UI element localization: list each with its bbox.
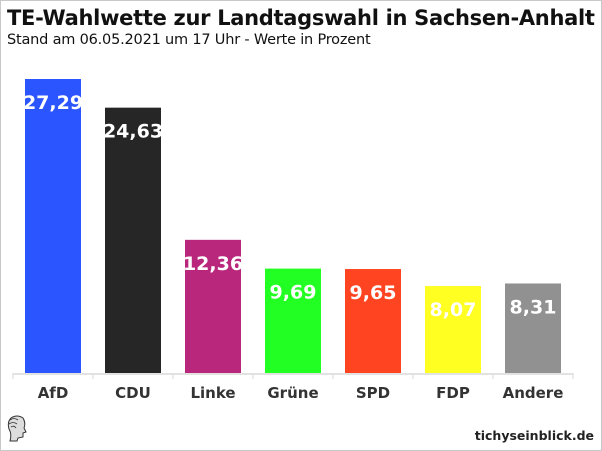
x-tick-label: FDP [436,384,470,402]
x-tick-label: Grüne [267,384,318,402]
data-label: 9,69 [270,282,317,304]
bar-grüne [265,268,321,373]
classical-head-logo-icon [7,415,27,442]
x-tick-label: Linke [190,384,235,402]
data-label: 8,07 [430,299,477,321]
bar-cdu [105,107,161,374]
bar-afd [25,79,81,373]
chart-subtitle: Stand am 06.05.2021 um 17 Uhr - Werte in… [7,32,371,48]
data-label: 24,63 [103,121,163,143]
x-tick-label: SPD [356,384,390,402]
data-label: 8,31 [510,296,557,318]
bar-linke [185,239,241,373]
data-label: 9,65 [350,282,397,304]
bar-andere [505,283,561,373]
x-tick-label: Andere [503,384,564,402]
data-label: 27,29 [23,92,83,114]
bar-fdp [425,286,481,373]
x-tick-label: CDU [115,384,151,402]
chart-title: TE-Wahlwette zur Landtagswahl in Sachsen… [7,6,595,30]
x-tick-label: AfD [38,384,69,402]
brand-label: tichyseinblick.de [474,428,594,443]
bar-spd [345,269,401,373]
data-label: 12,36 [183,253,243,275]
